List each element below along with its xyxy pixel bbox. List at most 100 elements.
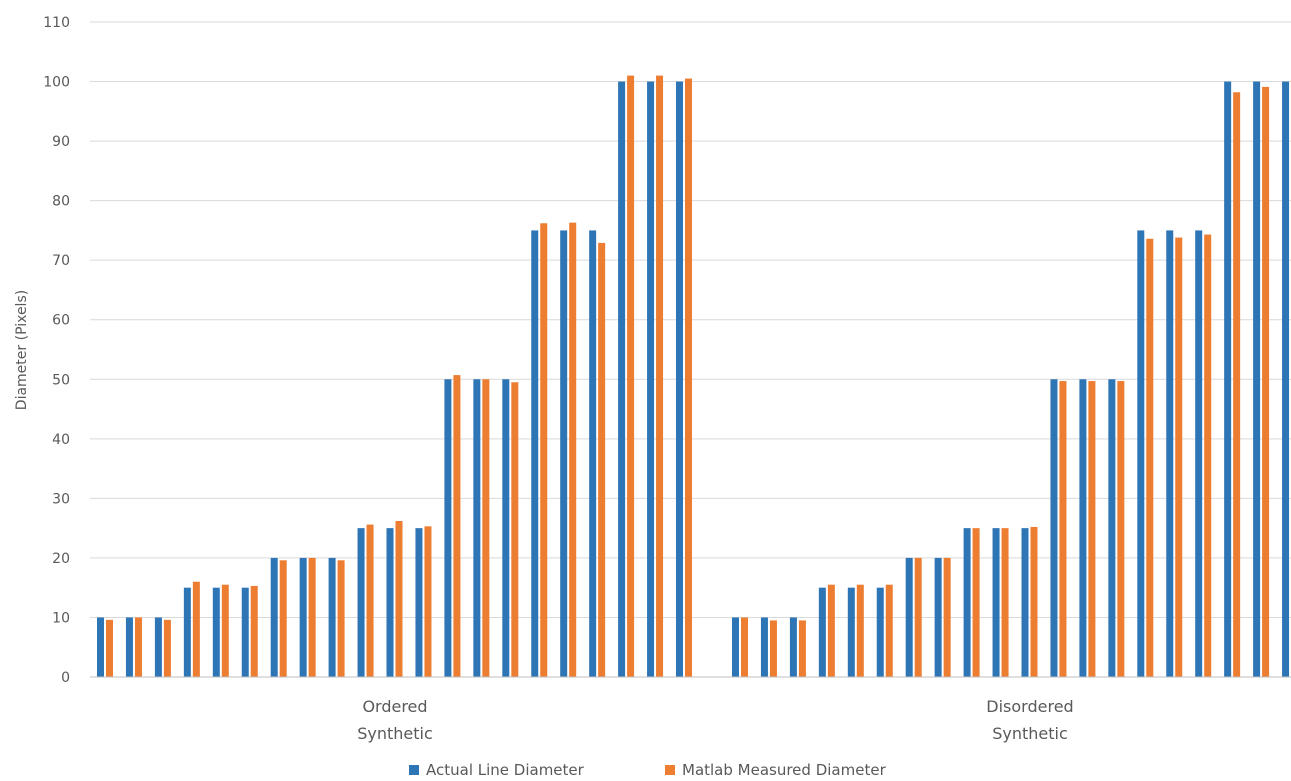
y-tick-label: 50 — [52, 372, 70, 388]
group-label: Synthetic — [992, 724, 1068, 743]
bar-measured — [569, 222, 577, 678]
bar-actual — [473, 379, 481, 677]
bar-actual — [502, 379, 510, 677]
bar-measured — [856, 584, 864, 677]
bar-measured — [656, 75, 664, 678]
bar-actual — [328, 557, 336, 677]
y-tick-label: 70 — [52, 253, 70, 269]
legend: Actual Line Diameter Matlab Measured Diam… — [409, 761, 887, 779]
y-tick-label: 100 — [43, 75, 70, 91]
y-tick-label: 110 — [43, 15, 70, 31]
y-tick-label: 30 — [52, 491, 70, 507]
bar-measured — [769, 620, 777, 677]
bar-measured — [395, 520, 403, 677]
group-label: Ordered — [362, 697, 427, 716]
bar-actual — [618, 81, 626, 678]
bar-actual — [789, 617, 797, 677]
bar-measured — [1204, 234, 1212, 677]
y-axis-title: Diameter (Pixels) — [14, 290, 30, 410]
legend-label: Actual Line Diameter — [426, 761, 585, 779]
y-tick-label: 20 — [52, 551, 70, 567]
bar-actual — [154, 617, 162, 677]
bar-measured — [972, 528, 980, 677]
bar-actual — [560, 230, 568, 677]
group-label: Disordered — [986, 697, 1073, 716]
bar-measured — [250, 585, 258, 677]
y-tick-label: 0 — [61, 670, 70, 686]
bar-actual — [299, 557, 307, 677]
bar-measured — [540, 223, 548, 677]
bar-actual — [732, 617, 739, 677]
bar-measured — [798, 620, 806, 677]
bar-actual — [212, 587, 220, 677]
bar-measured — [627, 75, 635, 678]
bar-measured — [1001, 528, 1009, 677]
bar-actual — [647, 81, 655, 678]
bar-measured — [1175, 237, 1183, 678]
group-label: Synthetic — [357, 724, 433, 743]
bar-measured — [1233, 92, 1241, 677]
y-axis-ticks: 0 10 20 30 40 50 60 70 80 90 100 110 — [43, 15, 70, 686]
bar-actual — [386, 528, 394, 677]
bar-measured — [482, 379, 490, 677]
bar-measured — [1030, 526, 1038, 677]
bar-measured — [1262, 86, 1270, 677]
bar-measured — [424, 526, 432, 677]
bar-actual — [1282, 81, 1290, 678]
bar-measured — [366, 524, 374, 677]
y-tick-label: 90 — [52, 134, 70, 150]
bar-actual — [1050, 379, 1058, 677]
bar-actual — [1166, 230, 1174, 677]
bar-measured — [1117, 381, 1125, 677]
legend-swatch — [665, 765, 675, 775]
bar-actual — [992, 528, 1000, 677]
bar-actual — [1021, 528, 1029, 677]
bar-actual — [963, 528, 971, 677]
bar-measured — [914, 557, 922, 677]
bar-actual — [531, 230, 539, 677]
bar-measured — [279, 560, 287, 677]
bar-measured — [163, 619, 171, 677]
y-tick-label: 40 — [52, 432, 70, 448]
bar-actual — [241, 587, 249, 677]
bar-measured — [221, 584, 229, 677]
bars — [97, 75, 1290, 678]
bar-actual — [1195, 230, 1203, 677]
bar-actual — [676, 81, 683, 678]
bar-actual — [818, 587, 826, 677]
bar-actual — [1108, 379, 1116, 677]
group-labels: Ordered Synthetic Disordered Synthetic — [357, 697, 1073, 743]
bar-measured — [106, 619, 113, 677]
y-tick-label: 60 — [52, 313, 70, 329]
bar-actual — [905, 557, 913, 677]
bar-actual — [444, 379, 452, 677]
y-tick-label: 80 — [52, 194, 70, 210]
bar-actual — [125, 617, 133, 677]
bar-measured — [1059, 381, 1067, 677]
y-tick-label: 10 — [52, 610, 70, 626]
bar-measured — [943, 557, 951, 677]
bar-measured — [885, 584, 893, 677]
bar-actual — [760, 617, 768, 677]
bar-measured — [598, 242, 606, 677]
bar-measured — [1088, 381, 1096, 677]
bar-actual — [415, 528, 423, 677]
bar-actual — [589, 230, 597, 677]
bar-actual — [357, 528, 365, 677]
bar-measured — [192, 581, 200, 677]
bar-actual — [876, 587, 884, 677]
bar-measured — [453, 375, 461, 677]
bar-measured — [511, 382, 519, 677]
bar-measured — [1146, 238, 1154, 677]
bar-measured — [308, 557, 316, 677]
bar-actual — [97, 617, 104, 677]
bar-actual — [1079, 379, 1087, 677]
legend-swatch — [409, 765, 419, 775]
bar-measured — [685, 78, 692, 677]
bar-actual — [934, 557, 942, 677]
bar-actual — [270, 557, 278, 677]
bar-actual — [1224, 81, 1232, 678]
bar-measured — [741, 617, 748, 677]
